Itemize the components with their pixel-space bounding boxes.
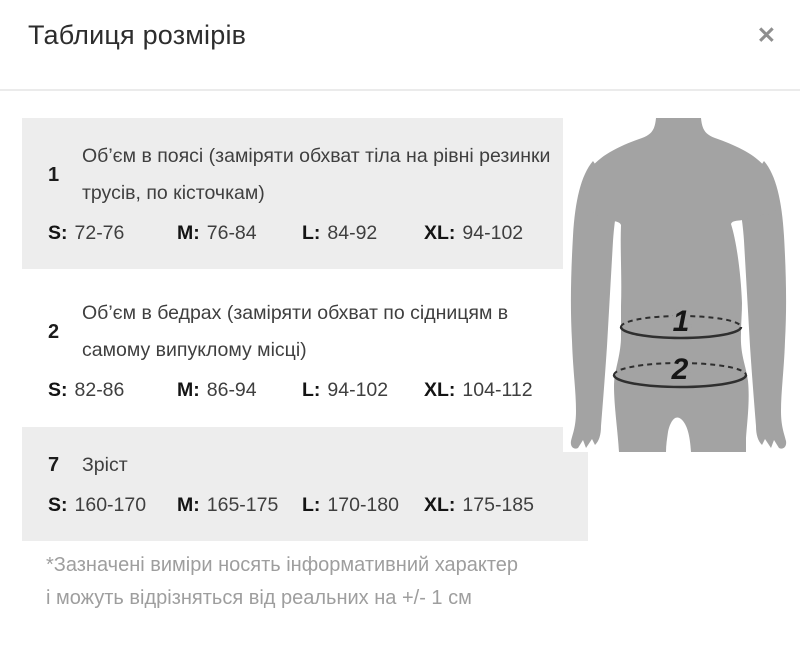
- size-value: 94-102: [462, 222, 524, 244]
- size-value: 72-76: [74, 222, 125, 244]
- size-item-l: L: 170-180: [302, 487, 424, 523]
- body-silhouette-image: 1 2: [570, 118, 787, 452]
- size-item-s: S: 160-170: [48, 487, 177, 523]
- body-measurement-figure: 1 2: [563, 91, 800, 452]
- size-label: L:: [302, 494, 321, 516]
- measurement-number: 2: [48, 320, 60, 343]
- size-list: S: 82-86 M: 86-94 L: 94-102 XL: 104-112: [48, 372, 578, 408]
- size-value: 76-84: [206, 222, 257, 244]
- size-label: S:: [48, 222, 68, 244]
- size-value: 175-185: [462, 494, 534, 516]
- size-value: 104-112: [462, 379, 533, 401]
- size-label: M:: [177, 379, 200, 401]
- measurement-row-waist: 1 Об’єм в поясі (заміряти обхват тіла на…: [22, 118, 588, 269]
- size-label: M:: [177, 494, 200, 516]
- size-value: 160-170: [74, 494, 147, 516]
- size-label: L:: [302, 222, 321, 244]
- size-label: XL:: [424, 494, 456, 516]
- size-item-l: L: 84-92: [302, 215, 424, 251]
- size-item-m: M: 76-84: [177, 215, 302, 251]
- size-label: S:: [48, 379, 68, 401]
- size-label: L:: [302, 379, 321, 401]
- size-item-s: S: 72-76: [48, 215, 177, 251]
- size-list: S: 160-170 M: 165-175 L: 170-180 XL: 175-185: [48, 487, 578, 523]
- figure-label-hip: 2: [671, 353, 689, 386]
- measurement-description: Об’єм в поясі (заміряти обхват тіла на р…: [82, 145, 551, 204]
- footnote: *Зазначені виміри носять інформативний х…: [46, 549, 518, 615]
- size-label: XL:: [424, 222, 456, 244]
- size-label: S:: [48, 494, 68, 516]
- measurement-number: 7: [48, 454, 60, 476]
- size-list: S: 72-76 M: 76-84 L: 84-92 XL: 94-102: [48, 215, 578, 251]
- footnote-line-2: і можуть відрізняться від реальних на +/…: [46, 587, 472, 609]
- size-label: XL:: [424, 379, 456, 401]
- size-item-l: L: 94-102: [302, 372, 424, 408]
- hip-ellipse-dashed-arc: [613, 362, 747, 376]
- size-value: 86-94: [206, 379, 257, 401]
- page-title: Таблиця розмірів: [28, 20, 247, 50]
- right-arm-shape: [738, 161, 787, 449]
- size-value: 170-180: [327, 494, 399, 516]
- hip-ellipse-solid-arc: [612, 374, 748, 389]
- close-icon[interactable]: ✕: [753, 20, 780, 51]
- measurement-description: Зріст: [82, 454, 128, 476]
- size-item-s: S: 82-86: [48, 372, 177, 408]
- left-arm-shape: [570, 161, 619, 449]
- measurement-number: 1: [48, 163, 60, 186]
- size-item-xl: XL: 94-102: [424, 215, 578, 251]
- modal-header: Таблиця розмірів ✕: [0, 0, 800, 91]
- size-item-xl: XL: 175-185: [424, 487, 578, 523]
- figure-label-waist: 1: [673, 305, 690, 338]
- size-value: 165-175: [206, 494, 279, 516]
- measurement-row-hips: 2 Об’єм в бедрах (заміряти обхват по сід…: [22, 275, 588, 426]
- measurement-description: Об’єм в бедрах (заміряти обхват по сідни…: [82, 302, 509, 361]
- waist-ellipse-solid-arc: [619, 326, 743, 340]
- size-label: M:: [177, 222, 200, 244]
- size-item-xl: XL: 104-112: [424, 372, 578, 408]
- footnote-line-1: *Зазначені виміри носять інформативний х…: [46, 554, 519, 576]
- size-value: 94-102: [327, 379, 389, 401]
- size-value: 82-86: [74, 379, 125, 401]
- size-item-m: M: 165-175: [177, 487, 302, 523]
- size-item-m: M: 86-94: [177, 372, 302, 408]
- measurement-row-height: 7 Зріст S: 160-170 M: 165-175 L: 170-180 XL…: [22, 427, 588, 541]
- size-value: 84-92: [327, 222, 378, 244]
- torso-shape: [581, 118, 777, 452]
